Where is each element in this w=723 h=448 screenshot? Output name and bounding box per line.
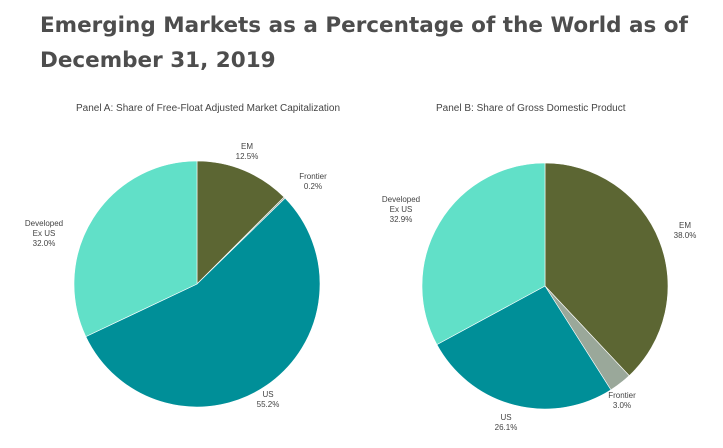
panel-a-label-developed-ex-us: Developed Ex US 32.0% [19, 219, 69, 249]
slice-name: Frontier [608, 391, 636, 400]
panel-a-slice-em [196, 160, 285, 285]
panel-b-label-us: US 26.1% [491, 413, 521, 433]
slice-name: Ex US [32, 229, 56, 238]
panel-a-label-em: EM 12.5% [232, 142, 262, 162]
pie-chart-panel-b [421, 162, 669, 410]
slice-name: Developed [381, 195, 421, 204]
slice-value: 32.0% [32, 239, 56, 248]
slice-value: 55.2% [256, 400, 280, 409]
slice-value: 12.5% [235, 152, 259, 161]
slice-value: 38.0% [673, 231, 697, 240]
slice-value: 0.2% [303, 182, 323, 191]
slice-name: EM [241, 142, 253, 151]
panel-b-title: Panel B: Share of Gross Domestic Product [436, 103, 626, 114]
panel-a-slice-us [85, 197, 321, 408]
panel-b-slice-us [436, 285, 612, 410]
slice-value: 26.1% [494, 423, 518, 432]
slice-name: Frontier [299, 172, 327, 181]
panel-b-slice-em [544, 162, 669, 377]
pie-chart-panel-a [73, 160, 321, 408]
panel-b-label-frontier: Frontier 3.0% [602, 391, 642, 411]
slice-name: Developed [24, 219, 64, 228]
panel-b-slice-developed-ex-us [421, 162, 546, 345]
panel-a-label-frontier: Frontier 0.2% [293, 172, 333, 192]
slice-name: EM [679, 221, 691, 230]
panel-a-label-us: US 55.2% [253, 390, 283, 410]
panel-b-label-em: EM 38.0% [665, 221, 705, 241]
slice-name: US [500, 413, 512, 422]
panel-a-slice-developed-ex-us [73, 160, 198, 337]
slice-value: 3.0% [612, 401, 632, 410]
slice-name: US [262, 390, 274, 399]
panel-a-title: Panel A: Share of Free-Float Adjusted Ma… [76, 103, 341, 114]
slice-value: 32.9% [389, 215, 413, 224]
panel-b-label-developed-ex-us: Developed Ex US 32.9% [376, 195, 426, 225]
slice-name: Ex US [389, 205, 413, 214]
page-title: Emerging Markets as a Percentage of the … [40, 13, 688, 73]
